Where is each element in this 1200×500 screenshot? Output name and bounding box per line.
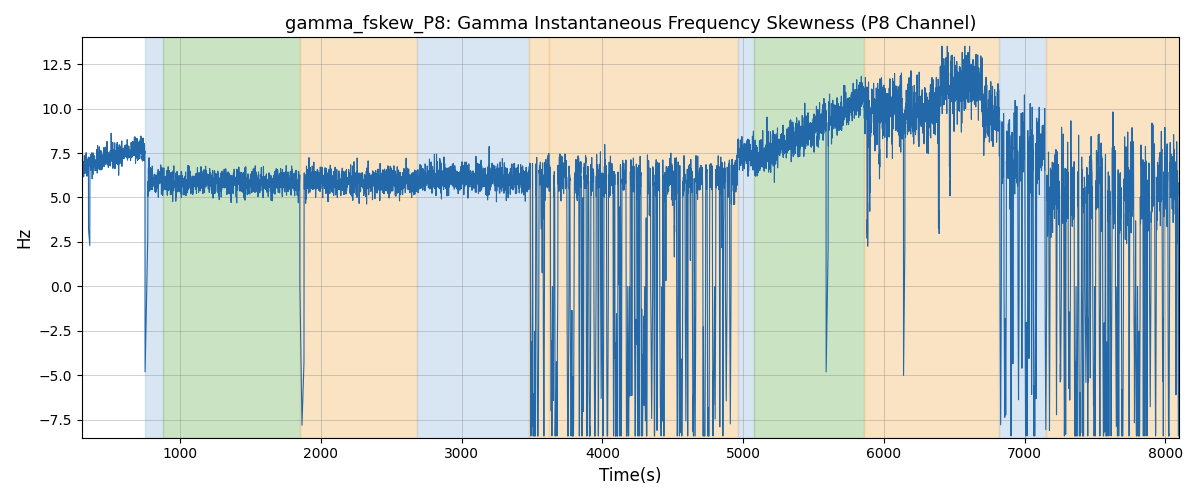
Bar	[864, 38, 1000, 438]
X-axis label: Time(s): Time(s)	[599, 467, 662, 485]
Bar	[529, 38, 548, 438]
Bar	[163, 38, 300, 438]
Bar	[1000, 38, 1045, 438]
Bar	[755, 38, 864, 438]
Bar	[300, 38, 416, 438]
Bar	[416, 38, 529, 438]
Bar	[145, 38, 163, 438]
Y-axis label: Hz: Hz	[14, 227, 34, 248]
Title: gamma_fskew_P8: Gamma Instantaneous Frequency Skewness (P8 Channel): gamma_fskew_P8: Gamma Instantaneous Freq…	[284, 15, 977, 34]
Bar	[738, 38, 755, 438]
Bar	[548, 38, 738, 438]
Bar	[1045, 38, 1180, 438]
